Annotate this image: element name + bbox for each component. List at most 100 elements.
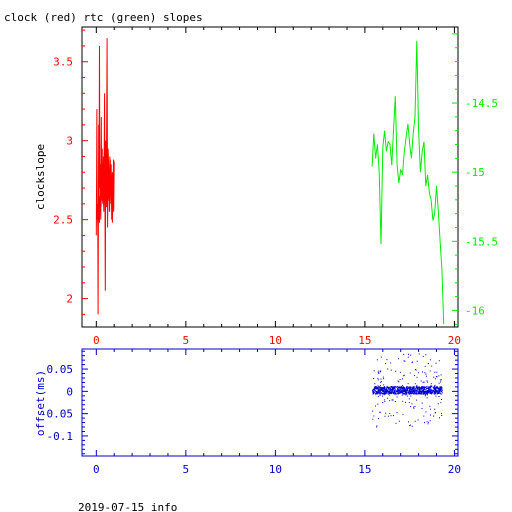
offset-point xyxy=(374,386,375,388)
offset-point xyxy=(396,412,398,414)
offset-point xyxy=(436,391,438,393)
offset-point xyxy=(387,415,389,417)
offset-point xyxy=(377,385,379,387)
offset-point xyxy=(377,389,379,391)
offset-point xyxy=(414,392,415,394)
offset-point xyxy=(386,359,388,361)
offset-point xyxy=(389,389,391,391)
offset-point xyxy=(416,393,418,395)
offset-point xyxy=(416,393,418,395)
offset-point xyxy=(403,360,405,362)
offset-point xyxy=(402,378,403,380)
offset-point xyxy=(434,393,436,395)
offset-point xyxy=(440,402,442,404)
offset-point xyxy=(406,386,408,388)
offset-point xyxy=(389,393,391,395)
offset-point xyxy=(437,387,439,389)
offset-point xyxy=(430,393,432,395)
offset-point xyxy=(438,396,440,397)
offset-point xyxy=(378,370,380,372)
offset-point xyxy=(385,388,387,390)
offset-point xyxy=(393,392,394,394)
offset-point xyxy=(399,386,401,388)
offset-point xyxy=(430,391,432,393)
offset-point xyxy=(422,387,424,389)
offset-point xyxy=(400,386,402,388)
offset-point xyxy=(422,355,424,357)
offset-point xyxy=(378,391,380,393)
offset-point xyxy=(387,387,389,389)
offset-point xyxy=(406,386,408,388)
offset-point xyxy=(382,389,384,391)
offset-point xyxy=(397,392,399,394)
offset-point xyxy=(392,386,394,388)
offset-point xyxy=(390,388,391,390)
offset-point xyxy=(441,399,442,400)
offset-point xyxy=(373,378,375,379)
offset-point xyxy=(410,406,412,407)
offset-point xyxy=(414,420,416,422)
offset-point xyxy=(377,393,379,395)
offset-point xyxy=(431,365,433,367)
offset-point xyxy=(402,390,404,392)
offset-point xyxy=(383,391,385,392)
offset-point xyxy=(423,393,425,395)
offset-point xyxy=(425,394,426,396)
offset-point xyxy=(407,392,409,394)
offset-point xyxy=(378,388,380,390)
offset-point xyxy=(405,389,407,391)
offset-point xyxy=(418,353,420,355)
offset-point xyxy=(395,389,397,391)
offset-point xyxy=(437,386,438,388)
offset-point xyxy=(440,387,442,388)
offset-point xyxy=(378,418,379,420)
offset-point xyxy=(422,381,424,383)
offset-point xyxy=(377,396,379,397)
offset-point xyxy=(391,399,393,401)
offset-point xyxy=(405,391,407,393)
clockslope-plot-frame xyxy=(81,26,459,328)
offset-point xyxy=(382,395,383,397)
offset-point xyxy=(384,388,386,390)
offset-point xyxy=(430,390,432,392)
offset-point xyxy=(434,391,436,393)
offset-point xyxy=(392,399,394,401)
offset-point xyxy=(404,360,406,362)
offset-point xyxy=(384,386,385,388)
offset-x-tick-label: 10 xyxy=(269,463,282,476)
offset-point xyxy=(376,391,378,393)
offset-point xyxy=(409,390,411,392)
offset-point xyxy=(389,386,391,388)
offset-point xyxy=(407,391,409,393)
offset-point xyxy=(407,390,409,392)
offset-point xyxy=(435,389,437,390)
offset-point xyxy=(427,381,429,383)
offset-point xyxy=(390,390,392,392)
offset-point xyxy=(418,386,420,388)
offset-point xyxy=(411,391,413,393)
offset-point xyxy=(407,387,409,389)
offset-point xyxy=(427,386,429,387)
offset-point xyxy=(402,388,404,390)
offset-point xyxy=(438,389,440,391)
offset-point xyxy=(409,372,411,374)
offset-point xyxy=(429,370,431,372)
offset-point xyxy=(426,391,428,393)
offset-point xyxy=(390,362,392,364)
offset-point xyxy=(383,386,385,387)
offset-point xyxy=(391,386,393,388)
offset-point xyxy=(382,402,384,403)
offset-point xyxy=(393,415,394,417)
offset-point xyxy=(410,387,412,389)
offset-point xyxy=(407,383,409,385)
offset-point xyxy=(419,388,421,390)
offset-point xyxy=(382,393,384,395)
offset-point xyxy=(389,387,391,389)
offset-point xyxy=(372,410,374,412)
offset-point xyxy=(391,392,393,394)
offset-y-tick-label: -0.05 xyxy=(40,408,73,421)
offset-point xyxy=(421,408,423,409)
offset-point xyxy=(428,387,430,389)
offset-point xyxy=(372,391,374,393)
offset-point xyxy=(420,391,422,393)
